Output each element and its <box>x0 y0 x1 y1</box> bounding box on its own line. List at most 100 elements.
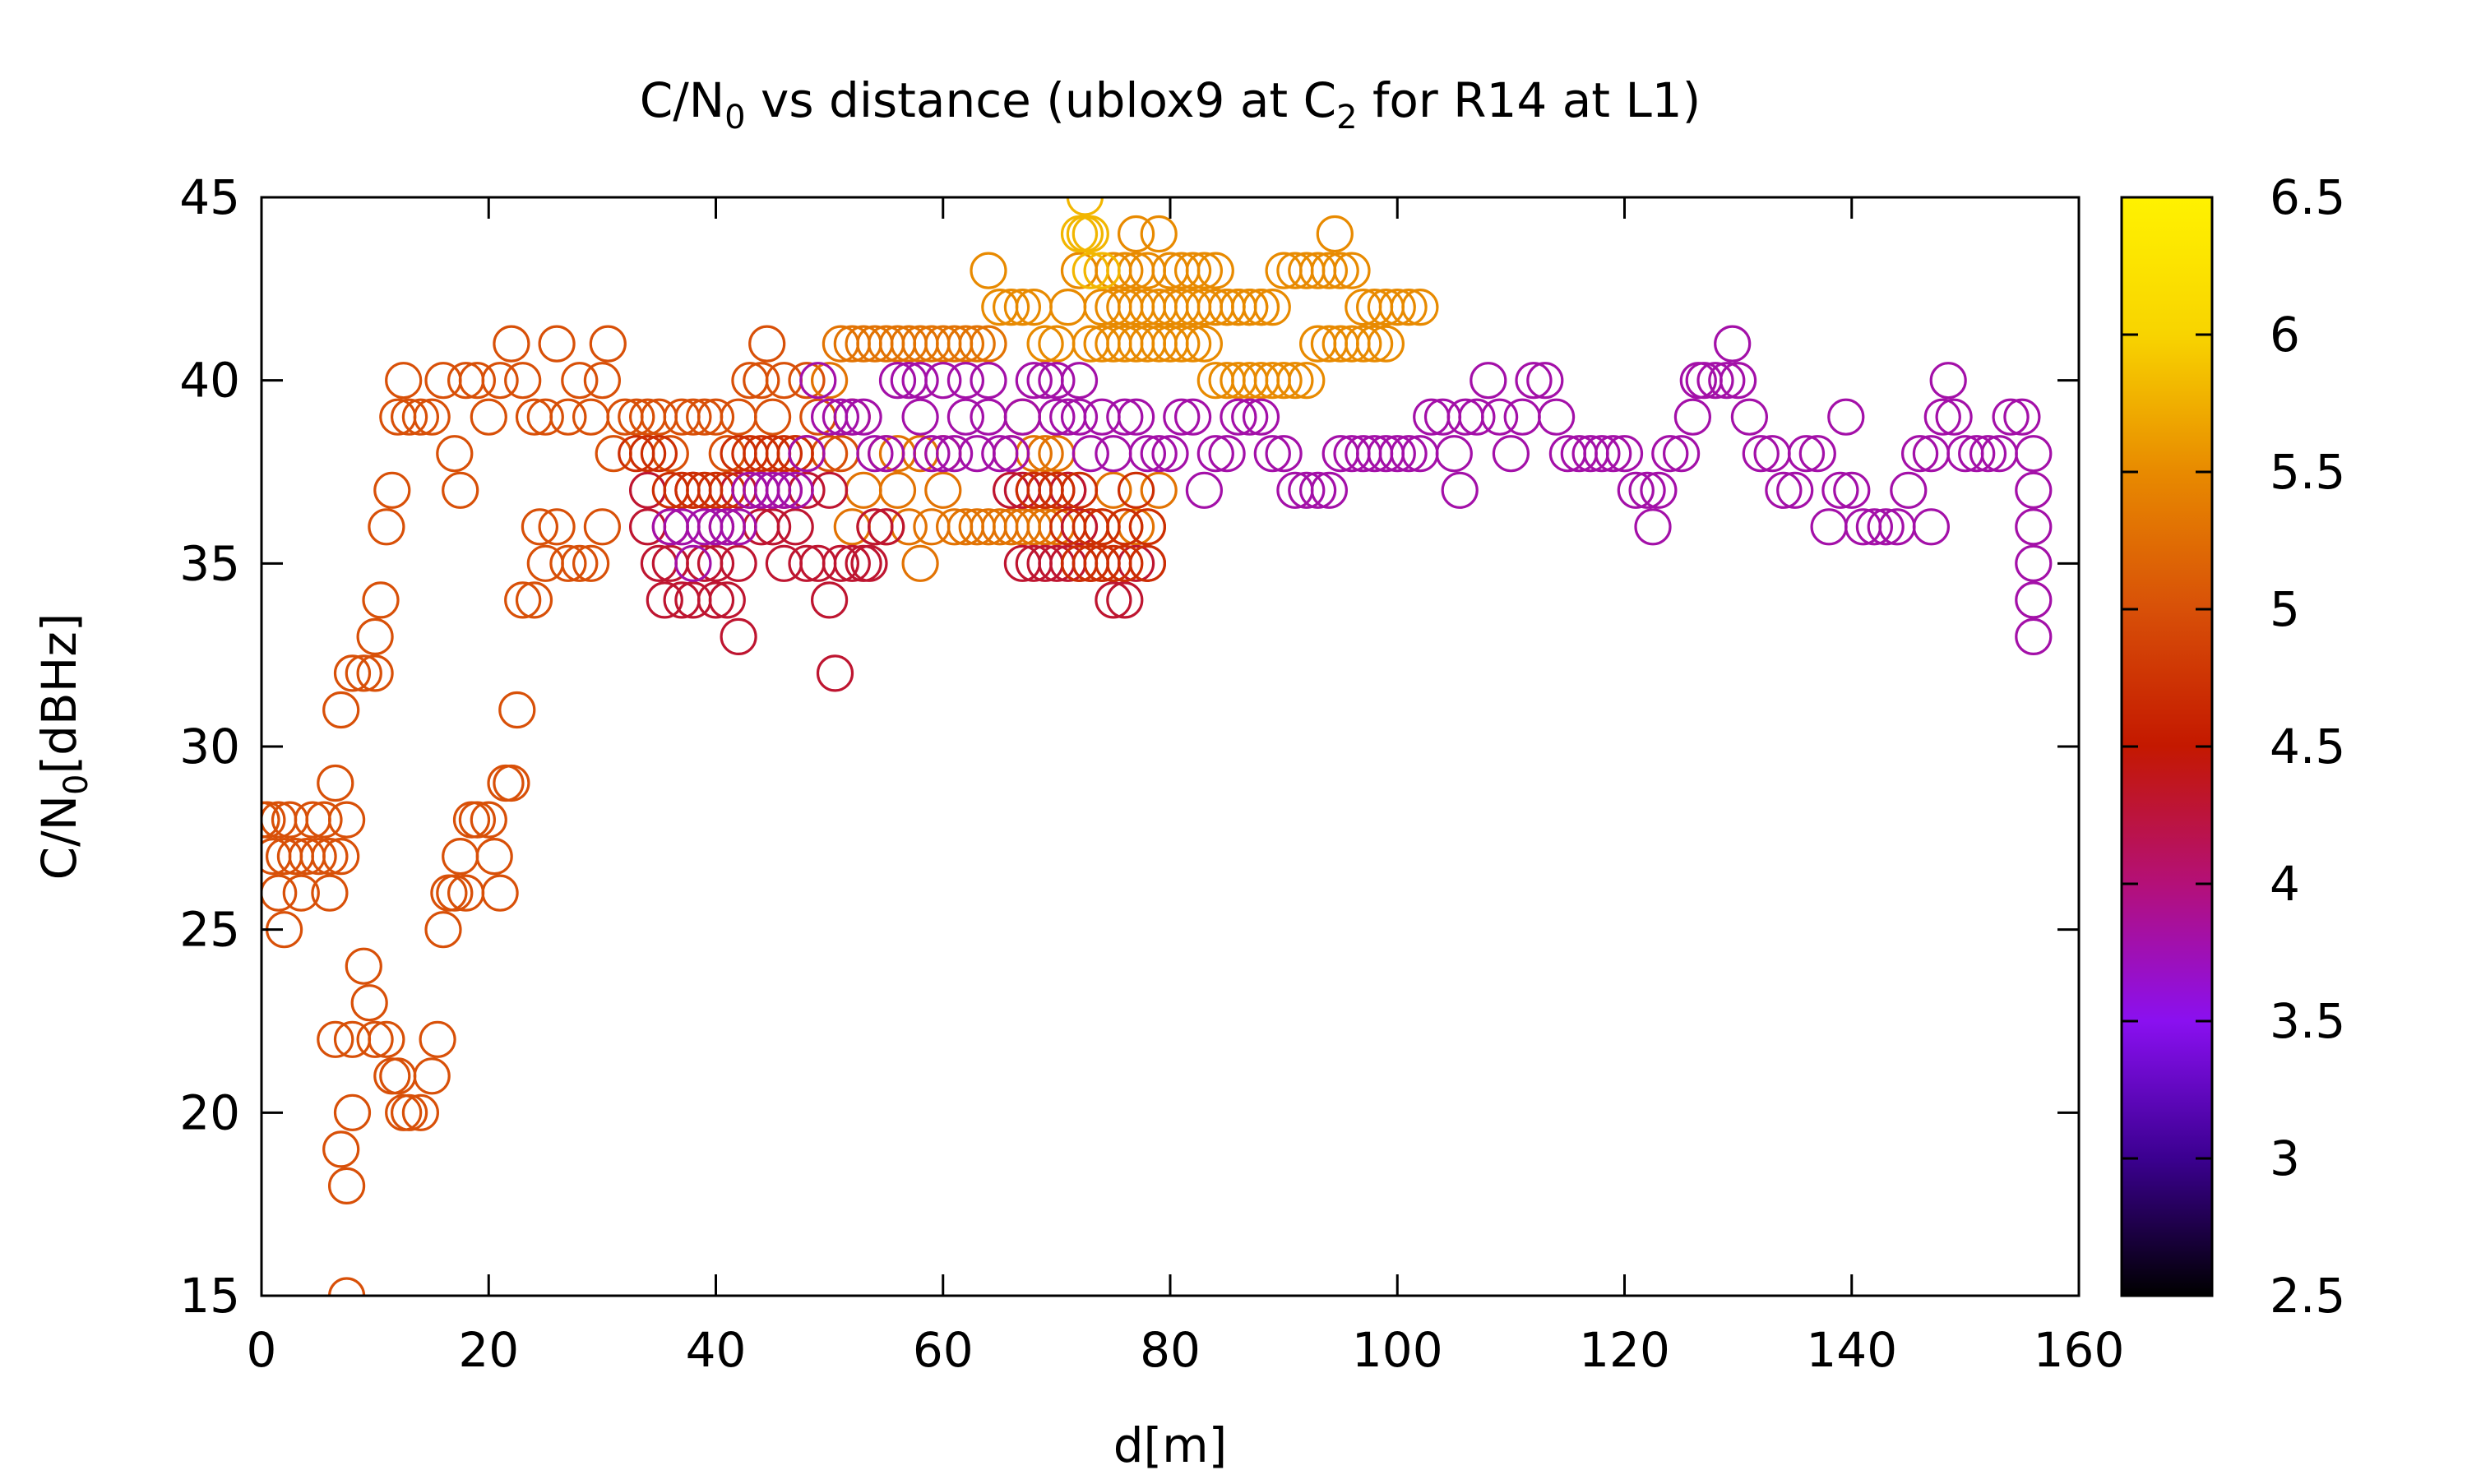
data-point <box>1719 362 1757 400</box>
data-point <box>345 654 382 692</box>
data-point <box>810 471 849 509</box>
data-point <box>776 471 814 509</box>
data-point <box>373 471 411 509</box>
data-point <box>549 544 587 582</box>
colorbar-tick-label: 2.5 <box>2270 1268 2345 1324</box>
data-point <box>481 874 519 912</box>
data-point <box>1128 289 1167 326</box>
data-point <box>845 398 882 436</box>
data-point <box>1038 362 1076 400</box>
data-point <box>526 398 564 436</box>
data-point <box>1060 362 1099 400</box>
data-point <box>1912 508 1950 546</box>
data-point <box>2003 398 2041 436</box>
data-point <box>708 581 746 619</box>
data-point <box>1515 362 1553 400</box>
data-point <box>1492 435 1530 473</box>
data-point <box>413 398 451 436</box>
y-tick-label: 25 <box>179 902 240 958</box>
x-axis-ticks: 0 20 40 60 80 100 120 140 160 <box>247 197 2125 1378</box>
data-point <box>1345 325 1382 363</box>
data-point <box>1003 289 1042 326</box>
data-point <box>1253 435 1291 473</box>
data-point <box>686 471 724 509</box>
data-point <box>356 1020 394 1058</box>
data-point <box>1208 435 1246 473</box>
data-point <box>413 1057 451 1095</box>
data-point <box>1390 435 1428 473</box>
data-point <box>391 398 428 436</box>
data-point <box>765 435 803 473</box>
data-point <box>1288 471 1326 509</box>
data-point <box>970 362 1007 400</box>
data-point <box>470 398 507 436</box>
x-axis-label: d[m] <box>1113 1417 1228 1473</box>
data-point <box>311 837 349 876</box>
data-point <box>1470 362 1507 400</box>
data-point <box>504 362 542 400</box>
y-label-main: C/N <box>31 795 87 880</box>
data-point <box>1708 362 1746 400</box>
data-point <box>1220 398 1257 436</box>
data-point <box>322 837 360 876</box>
x-tick-label: 120 <box>1579 1322 1670 1378</box>
data-point <box>697 508 735 546</box>
data-point <box>328 1167 366 1205</box>
data-point <box>345 947 382 985</box>
data-point <box>646 581 683 619</box>
data-point <box>1117 398 1155 436</box>
data-point <box>1083 544 1121 582</box>
data-point <box>1038 398 1076 436</box>
data-point <box>1140 435 1178 473</box>
data-point <box>1310 252 1349 289</box>
data-point <box>1015 471 1053 509</box>
y-tick-label: 45 <box>179 169 240 225</box>
data-point <box>1958 435 1996 473</box>
title-sub-2: 2 <box>1336 99 1357 136</box>
data-point <box>913 435 951 473</box>
data-point <box>992 435 1030 473</box>
data-point <box>1060 398 1099 436</box>
data-point <box>1038 471 1076 509</box>
data-point <box>1072 215 1109 253</box>
x-tick-label: 100 <box>1352 1322 1443 1378</box>
data-point <box>1742 435 1780 473</box>
data-point <box>1810 508 1848 546</box>
data-point <box>1083 252 1121 289</box>
x-tick-label: 160 <box>2034 1322 2125 1378</box>
data-point <box>493 325 530 363</box>
title-main: C/N <box>640 72 724 128</box>
data-point <box>401 398 439 436</box>
data-point <box>1151 252 1189 289</box>
data-point <box>901 362 939 400</box>
data-point <box>674 398 712 436</box>
data-point <box>720 508 757 546</box>
data-point <box>1435 435 1473 473</box>
data-point <box>385 362 423 400</box>
colorbar-tick-label: 4 <box>2270 856 2300 912</box>
title-sub-1: 0 <box>724 99 745 136</box>
data-point <box>720 398 757 436</box>
data-point <box>1083 508 1121 546</box>
data-point <box>845 471 882 509</box>
data-point <box>436 874 474 912</box>
data-point <box>697 581 735 619</box>
data-point <box>1140 215 1178 253</box>
data-point <box>958 325 996 363</box>
data-point <box>628 435 667 473</box>
data-point <box>1787 435 1826 473</box>
data-point <box>1242 398 1280 436</box>
data-point <box>1231 398 1269 436</box>
data-point <box>1128 544 1167 582</box>
data-point <box>1595 435 1632 473</box>
data-point <box>1072 252 1109 289</box>
data-point <box>1106 581 1144 619</box>
data-point <box>1106 544 1144 582</box>
data-point <box>743 362 780 400</box>
y-axis-label: C/N0[dBHz] <box>31 613 95 881</box>
y-tick-label: 40 <box>179 353 240 409</box>
data-point <box>317 1020 354 1058</box>
data-point <box>1163 252 1201 289</box>
data-point <box>305 801 343 839</box>
